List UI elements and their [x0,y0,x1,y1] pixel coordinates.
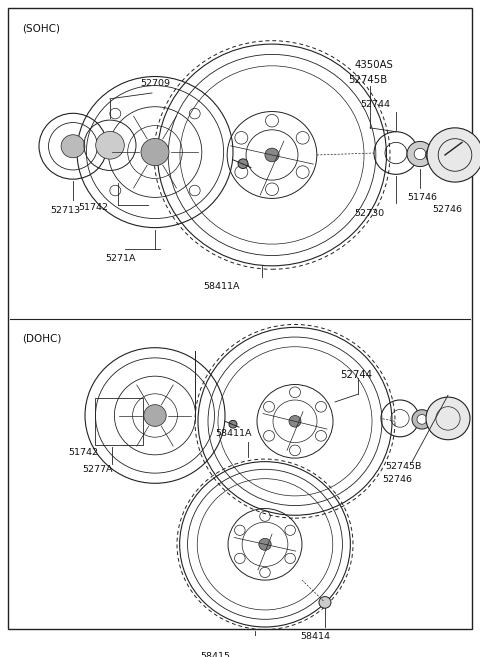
Text: 58411A: 58411A [203,283,240,291]
Circle shape [426,397,470,440]
Circle shape [229,420,237,428]
Circle shape [427,128,480,182]
Text: 58415: 58415 [200,652,230,657]
Circle shape [61,135,85,158]
Circle shape [265,148,279,162]
Circle shape [414,148,426,160]
Text: 52746: 52746 [432,205,462,214]
Text: 5271A: 5271A [105,254,135,263]
Text: (DOHC): (DOHC) [22,333,61,343]
Circle shape [238,159,248,169]
Text: 51742: 51742 [78,203,108,212]
Text: 52730: 52730 [354,208,384,217]
Text: 52744: 52744 [360,100,390,109]
Text: 52713: 52713 [50,206,80,215]
Circle shape [426,145,446,165]
Circle shape [407,141,433,167]
Text: 4350AS: 4350AS [355,60,394,70]
Circle shape [141,139,169,166]
Text: 52745B: 52745B [385,463,421,471]
Text: (SOHC): (SOHC) [22,23,60,33]
Text: 52745B: 52745B [348,76,387,85]
Circle shape [96,131,124,159]
Circle shape [412,410,432,429]
Text: 52746: 52746 [382,475,412,484]
Text: 5277A: 5277A [82,465,112,474]
Circle shape [289,415,301,427]
Text: 58414: 58414 [300,632,330,641]
Text: 58411A: 58411A [215,430,252,438]
Circle shape [458,138,466,145]
Circle shape [144,405,166,426]
Text: 51742: 51742 [68,448,98,457]
Text: 51746: 51746 [407,193,437,202]
Text: 52744: 52744 [340,370,372,380]
Bar [95,398,143,445]
Text: 52709: 52709 [140,79,170,88]
Circle shape [417,415,427,424]
Circle shape [319,597,331,608]
Circle shape [259,538,271,551]
